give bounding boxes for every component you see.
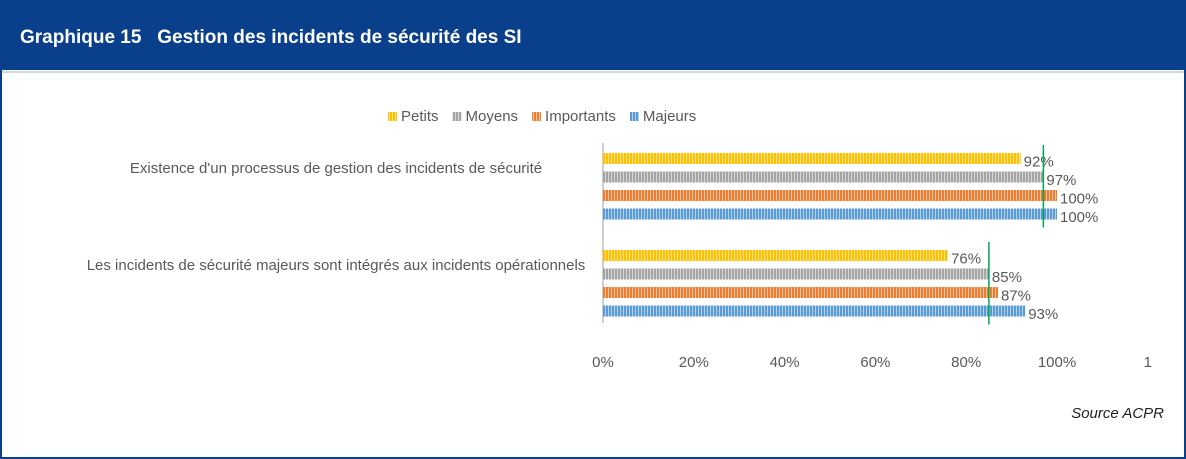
x-tick-label: 60% — [860, 354, 890, 371]
bar — [603, 190, 1057, 201]
header: Graphique 15 Gestion des incidents de sé… — [0, 0, 1186, 70]
value-label: 85% — [992, 269, 1022, 286]
bar — [603, 287, 998, 298]
header-title: Graphique 15 Gestion des incidents de sé… — [20, 27, 522, 48]
value-label: 100% — [1060, 190, 1098, 207]
value-label: 87% — [1001, 287, 1031, 304]
bar — [603, 208, 1057, 220]
bar — [603, 250, 949, 261]
value-label: 100% — [1060, 209, 1098, 226]
x-tick-label: 20% — [679, 354, 709, 371]
bar — [603, 153, 1021, 164]
source: Source ACPR — [1071, 405, 1164, 422]
x-tick-label: 40% — [770, 354, 800, 371]
legend-swatch — [388, 112, 397, 121]
value-label: 92% — [1024, 153, 1054, 170]
x-tick-label: 0% — [592, 354, 614, 371]
legend-swatch — [452, 112, 462, 121]
legend-swatch — [629, 112, 639, 121]
separator — [2, 71, 1184, 73]
value-label: 76% — [951, 250, 981, 267]
value-label: 93% — [1028, 306, 1058, 323]
category-label: Les incidents de sécurité majeurs sont i… — [86, 257, 586, 274]
frame — [0, 70, 1186, 459]
bar — [603, 305, 1026, 317]
x-tick-label: 100% — [1038, 354, 1076, 371]
value-label: 97% — [1046, 172, 1076, 189]
legend-label: Majeurs — [643, 108, 696, 125]
x-tick-label: 1 — [1144, 354, 1152, 371]
bar — [603, 268, 989, 280]
legend-label: Moyens — [466, 108, 519, 125]
category-label: Existence d'un processus de gestion des … — [129, 160, 543, 177]
legend-swatch — [532, 112, 542, 121]
legend-label: Petits — [401, 108, 439, 125]
legend-label: Importants — [545, 108, 616, 125]
bar — [603, 171, 1044, 183]
x-tick-label: 80% — [951, 354, 981, 371]
